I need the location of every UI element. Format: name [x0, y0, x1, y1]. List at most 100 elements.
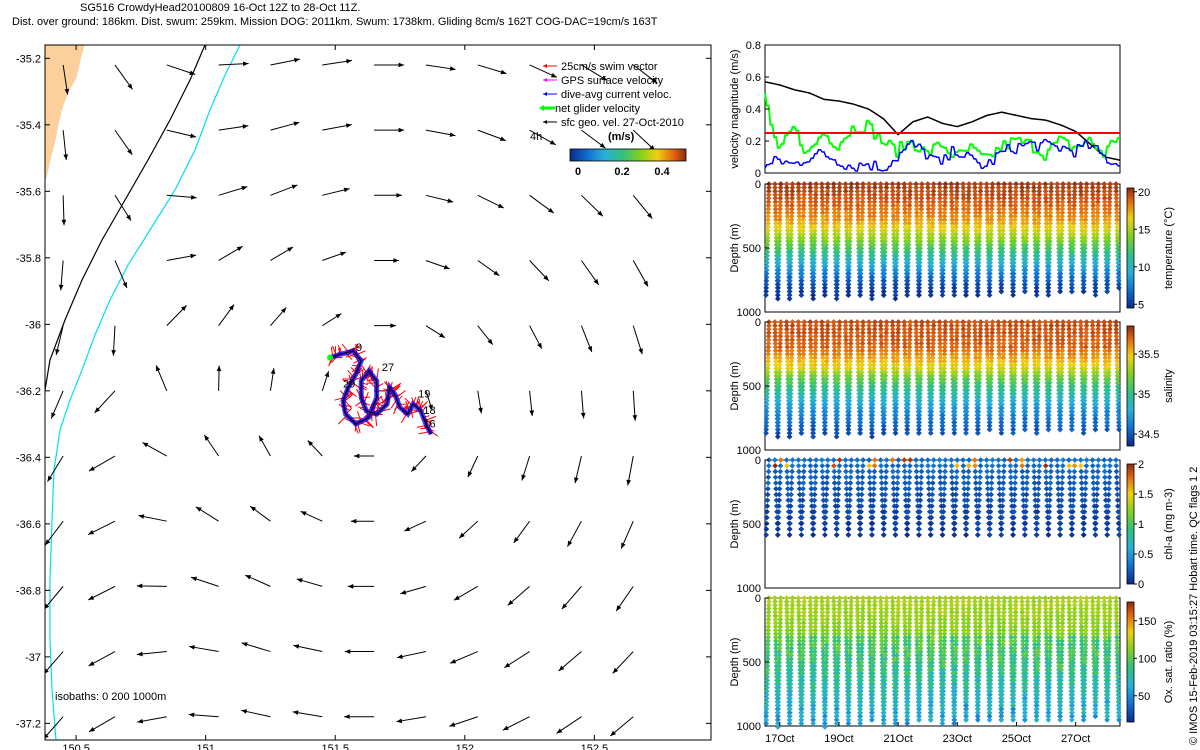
- section-sample: [796, 227, 803, 234]
- current-vector-head: [610, 730, 616, 736]
- section-sample: [878, 206, 885, 212]
- section-sample: [776, 227, 783, 234]
- section-sample: [854, 202, 861, 209]
- map-axis-ticks: 150.5 151 151.5 152 152.5-35.2-35.4-35.6-35.…: [16, 45, 711, 750]
- colorbar-tick-label: 10: [1138, 262, 1150, 274]
- current-vector-head: [404, 526, 411, 532]
- section-sample: [775, 292, 781, 298]
- section-sample: [798, 285, 805, 291]
- section-sample: [890, 213, 897, 220]
- section-sample: [904, 292, 911, 298]
- section-sample: [831, 191, 837, 198]
- section-sample: [871, 199, 878, 205]
- colorbar-tick-2: 0.4: [654, 166, 670, 178]
- current-vector-head: [478, 407, 483, 414]
- section-sample: [830, 184, 837, 191]
- current-vector-head: [549, 140, 556, 145]
- section-sample: [823, 245, 829, 252]
- section-sample: [786, 292, 793, 298]
- section-sample: [812, 216, 818, 223]
- glider-track: [327, 343, 439, 437]
- current-vector-head: [63, 154, 69, 160]
- section-sample: [847, 213, 854, 220]
- current-vector-head: [499, 136, 506, 141]
- section-sample: [801, 181, 808, 187]
- section-sample: [882, 224, 889, 230]
- section-sample: [765, 188, 772, 195]
- current-vector-head: [45, 603, 50, 609]
- legend-label-net: net glider velocity: [555, 103, 640, 115]
- section-sample: [800, 224, 807, 230]
- section-sample: [775, 263, 782, 270]
- section-sample: [847, 206, 854, 212]
- current-vector-head: [250, 506, 257, 512]
- section-sample: [807, 202, 814, 209]
- section-sample: [776, 231, 783, 238]
- section-colorbar-label: salinity: [1163, 369, 1175, 403]
- section-sample: [798, 288, 805, 295]
- section-sample: [871, 209, 877, 216]
- section-sample: [901, 181, 908, 187]
- section-sample: [905, 242, 912, 248]
- section-sample: [796, 216, 803, 223]
- section-sample: [855, 216, 862, 223]
- section-sample: [855, 224, 862, 230]
- section-sample: [789, 184, 796, 191]
- section-sample: [893, 274, 899, 281]
- section-sample: [883, 209, 889, 216]
- section-sample: [906, 227, 912, 234]
- current-vector-head: [127, 83, 133, 90]
- current-vector-head: [449, 66, 456, 71]
- figure-title-line2: Dist. over ground: 186km. Dist. swum: 25…: [12, 16, 658, 28]
- track-centerline: [329, 350, 432, 435]
- section-sample: [776, 242, 783, 248]
- section-sample: [820, 234, 827, 241]
- section-ylabel: Depth (m): [729, 224, 741, 273]
- land-area: [45, 45, 84, 180]
- section-sample: [807, 206, 814, 212]
- current-vector-head: [561, 603, 568, 610]
- section-sample: [895, 188, 902, 195]
- section-sample: [796, 213, 803, 220]
- current-vector-head: [55, 348, 60, 355]
- section-sample: [819, 184, 825, 191]
- section-sample: [777, 202, 784, 209]
- section-sample: [823, 238, 830, 245]
- section-sample: [811, 252, 817, 259]
- section-sample: [870, 231, 877, 238]
- section-sample: [870, 249, 876, 255]
- velocity-frame: [764, 44, 1121, 174]
- section-sample: [819, 206, 826, 212]
- section-sample: [775, 285, 781, 291]
- section-sample: [783, 188, 790, 195]
- section-ytick-label: 500: [743, 381, 761, 393]
- section-sample: [871, 213, 877, 220]
- surface-current-vectors: [45, 57, 658, 739]
- section-sample: [807, 199, 814, 205]
- section-sample: [881, 252, 888, 259]
- section-sample: [871, 216, 877, 223]
- section-sample: [918, 184, 925, 191]
- current-vector-head: [453, 595, 460, 601]
- current-vector-head: [543, 275, 549, 281]
- colorbar-tick-label: 15: [1138, 224, 1150, 236]
- section-sample: [822, 281, 828, 288]
- section-sample: [894, 209, 901, 216]
- map-ytick-label: -36.2: [16, 386, 41, 398]
- section-sample: [902, 206, 908, 212]
- section-sample: [764, 242, 771, 248]
- section-sample: [879, 227, 885, 234]
- section-sample: [787, 285, 793, 291]
- section-sample: [889, 181, 896, 187]
- section-sample: [784, 206, 791, 212]
- section-sample: [880, 292, 887, 298]
- section-sample: [905, 249, 912, 255]
- current-vector-head: [324, 371, 330, 378]
- section-sample: [763, 281, 770, 288]
- section-sample: [776, 245, 782, 252]
- map-legend: 25cm/s swim vector GPS surface velocity …: [530, 61, 687, 178]
- section-sample: [775, 281, 782, 288]
- current-vector-head: [400, 590, 407, 595]
- section-sample: [881, 249, 888, 255]
